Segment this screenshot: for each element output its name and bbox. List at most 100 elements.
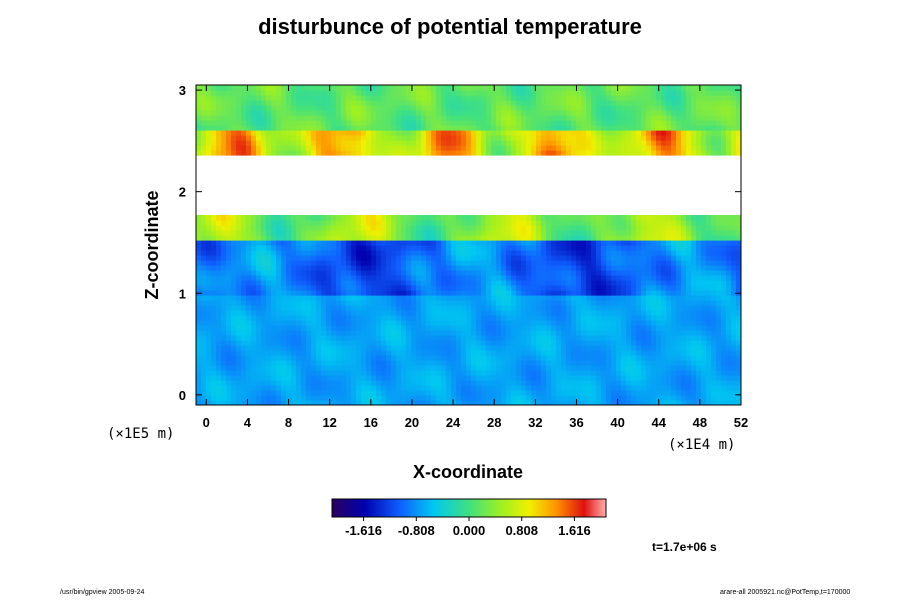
- heatmap-cell: [391, 110, 397, 116]
- heatmap-cell: [251, 355, 257, 361]
- heatmap-cell: [321, 240, 327, 246]
- heatmap-cell: [246, 375, 252, 381]
- heatmap-cell: [416, 130, 422, 136]
- heatmap-cell: [461, 250, 467, 256]
- heatmap-cell: [606, 140, 612, 146]
- heatmap-cell: [566, 290, 572, 296]
- heatmap-cell: [651, 330, 657, 336]
- heatmap-cell: [311, 300, 317, 306]
- heatmap-cell: [316, 390, 322, 396]
- heatmap-cell: [306, 240, 312, 246]
- heatmap-cell: [671, 345, 677, 351]
- heatmap-cell: [481, 110, 487, 116]
- heatmap-cell: [241, 100, 247, 106]
- heatmap-cell: [581, 385, 587, 391]
- heatmap-cell: [261, 370, 267, 376]
- heatmap-cell: [496, 130, 502, 136]
- heatmap-cell: [606, 255, 612, 261]
- heatmap-cell: [671, 255, 677, 261]
- heatmap-cell: [611, 105, 617, 111]
- heatmap-cell: [466, 375, 472, 381]
- heatmap-cell: [636, 395, 642, 401]
- heatmap-cell: [406, 250, 412, 256]
- heatmap-cell: [491, 355, 497, 361]
- heatmap-cell: [216, 305, 222, 311]
- heatmap-cell: [486, 275, 492, 281]
- heatmap-cell: [651, 355, 657, 361]
- heatmap-cell: [541, 250, 547, 256]
- heatmap-cell: [411, 280, 417, 286]
- heatmap-cell: [261, 355, 267, 361]
- heatmap-cell: [351, 265, 357, 271]
- heatmap-cell: [361, 95, 367, 101]
- heatmap-cell: [206, 225, 212, 231]
- heatmap-cell: [616, 120, 622, 126]
- heatmap-cell: [406, 235, 412, 241]
- heatmap-cell: [446, 150, 452, 156]
- heatmap-cell: [616, 145, 622, 151]
- heatmap-cell: [246, 120, 252, 126]
- heatmap-cell: [301, 215, 307, 221]
- heatmap-cell: [576, 330, 582, 336]
- heatmap-cell: [261, 350, 267, 356]
- heatmap-cell: [406, 275, 412, 281]
- heatmap-cell: [596, 325, 602, 331]
- heatmap-cell: [196, 110, 202, 116]
- heatmap-cell: [646, 125, 652, 131]
- heatmap-cell: [631, 335, 637, 341]
- heatmap-cell: [411, 325, 417, 331]
- heatmap-cell: [431, 290, 437, 296]
- heatmap-cell: [596, 395, 602, 401]
- heatmap-cell: [471, 250, 477, 256]
- heatmap-cell: [636, 235, 642, 241]
- heatmap-cell: [381, 375, 387, 381]
- heatmap-cell: [346, 90, 352, 96]
- heatmap-cell: [286, 290, 292, 296]
- heatmap-cell: [616, 140, 622, 146]
- heatmap-cell: [406, 360, 412, 366]
- heatmap-cell: [636, 335, 642, 341]
- heatmap-cell: [516, 355, 522, 361]
- heatmap-cell: [506, 365, 512, 371]
- heatmap-cell: [341, 380, 347, 386]
- heatmap-cell: [276, 230, 282, 236]
- heatmap-cell: [561, 120, 567, 126]
- heatmap-cell: [476, 145, 482, 151]
- heatmap-cell: [261, 295, 267, 301]
- heatmap-cell: [566, 110, 572, 116]
- heatmap-cell: [411, 395, 417, 401]
- heatmap-cell: [366, 335, 372, 341]
- heatmap-cell: [606, 270, 612, 276]
- heatmap-cell: [491, 270, 497, 276]
- heatmap-cell: [611, 310, 617, 316]
- heatmap-cell: [356, 265, 362, 271]
- heatmap-cell: [516, 260, 522, 266]
- heatmap-cell: [636, 85, 642, 91]
- heatmap-cell: [311, 380, 317, 386]
- heatmap-cell: [436, 270, 442, 276]
- heatmap-cell: [431, 125, 437, 131]
- heatmap-cell: [651, 150, 657, 156]
- heatmap-cell: [306, 230, 312, 236]
- heatmap-cell: [296, 215, 302, 221]
- heatmap-cell: [446, 235, 452, 241]
- heatmap-cell: [311, 390, 317, 396]
- heatmap-cell: [226, 245, 232, 251]
- heatmap-cell: [441, 240, 447, 246]
- heatmap-cell: [496, 225, 502, 231]
- heatmap-cell: [611, 360, 617, 366]
- heatmap-cell: [391, 325, 397, 331]
- heatmap-cell: [551, 380, 557, 386]
- heatmap-cell: [401, 230, 407, 236]
- heatmap-cell: [226, 225, 232, 231]
- heatmap-cell: [296, 300, 302, 306]
- heatmap-cell: [306, 95, 312, 101]
- heatmap-cell: [316, 285, 322, 291]
- heatmap-cell: [586, 130, 592, 136]
- heatmap-cell: [366, 220, 372, 226]
- heatmap-cell: [301, 345, 307, 351]
- heatmap-cell: [646, 130, 652, 136]
- heatmap-cell: [501, 130, 507, 136]
- heatmap-cell: [531, 135, 537, 141]
- heatmap-cell: [266, 330, 272, 336]
